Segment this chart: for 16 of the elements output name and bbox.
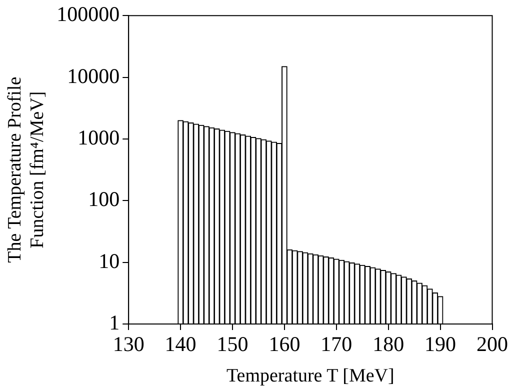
x-tick-label: 140	[164, 332, 196, 356]
x-axis-title: Temperature T [MeV]	[226, 366, 394, 387]
y-tick-label: 10000	[67, 64, 120, 88]
x-tick-label: 130	[112, 332, 144, 356]
x-tick-label: 190	[424, 332, 456, 356]
x-tick-label: 200	[476, 332, 508, 356]
y-tick-label: 10	[98, 248, 120, 273]
y-tick-label: 1	[109, 310, 120, 335]
y-tick-label: 100000	[56, 2, 120, 26]
x-tick-label: 170	[320, 332, 352, 356]
x-tick-label: 150	[216, 332, 248, 356]
y-tick-label: 100	[88, 187, 120, 212]
x-tick-label: 180	[372, 332, 404, 356]
y-axis-title: The Temperature Profile Function [fm⁴/MeV]	[4, 76, 48, 263]
y-tick-label: 1000	[78, 125, 120, 150]
x-tick-label: 160	[268, 332, 300, 356]
